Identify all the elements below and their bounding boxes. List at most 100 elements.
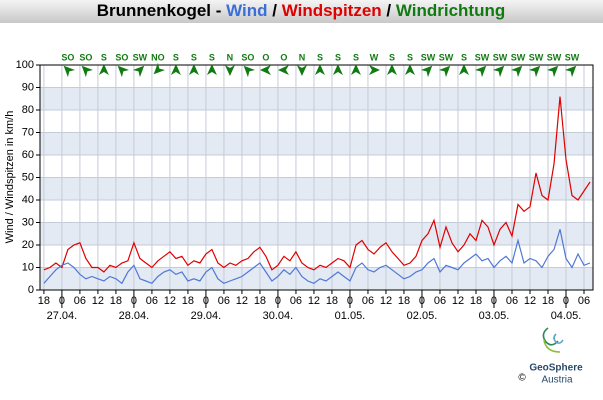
- y-tick-label: 50: [22, 171, 34, 183]
- y-tick-label: 10: [22, 261, 34, 273]
- x-tick-label: 12: [380, 295, 392, 307]
- logo-name: GeoSphere: [529, 363, 583, 374]
- x-tick-label: 06: [74, 295, 86, 307]
- y-tick-label: 30: [22, 216, 34, 228]
- date-label: 01.05.: [335, 310, 366, 322]
- direction-label: W: [370, 52, 379, 62]
- direction-label: S: [407, 52, 413, 62]
- direction-label: SO: [61, 52, 74, 62]
- logo-icon: [542, 327, 559, 346]
- x-tick-label: 12: [524, 295, 536, 307]
- grid-band: [40, 132, 593, 155]
- direction-arrow: [206, 64, 217, 75]
- direction-arrow: [277, 65, 289, 75]
- x-tick-label: 06: [218, 295, 230, 307]
- direction-arrow: [296, 65, 307, 76]
- direction-label: SW: [547, 52, 562, 62]
- logo-icon: [553, 333, 564, 344]
- x-tick-label: 12: [92, 295, 104, 307]
- x-tick-label: 12: [164, 295, 176, 307]
- direction-arrow: [188, 64, 199, 75]
- date-label: 02.05.: [407, 310, 438, 322]
- x-tick-label: 12: [452, 295, 464, 307]
- grid-band: [40, 87, 593, 110]
- direction-arrow: [98, 64, 109, 75]
- title-part: Windrichtung: [396, 1, 505, 20]
- direction-label: S: [191, 52, 197, 62]
- x-tick-label: 06: [434, 295, 446, 307]
- direction-arrow: [386, 64, 397, 75]
- direction-label: SW: [493, 52, 508, 62]
- x-tick-label: 18: [254, 295, 266, 307]
- x-tick-label: 06: [506, 295, 518, 307]
- direction-label: O: [280, 52, 287, 62]
- y-tick-label: 60: [22, 149, 34, 161]
- x-tick-label: 18: [542, 295, 554, 307]
- title-part: Brunnenkogel -: [97, 1, 226, 20]
- x-tick-label: 06: [578, 295, 590, 307]
- date-label: 28.04.: [119, 310, 150, 322]
- direction-label: O: [262, 52, 269, 62]
- direction-arrow: [259, 65, 271, 75]
- direction-label: SW: [511, 52, 526, 62]
- direction-label: SW: [529, 52, 544, 62]
- title-bar: [0, 0, 603, 23]
- y-tick-label: 70: [22, 126, 34, 138]
- date-label: 29.04.: [191, 310, 222, 322]
- direction-label: SO: [241, 52, 254, 62]
- y-tick-label: 90: [22, 81, 34, 93]
- x-tick-label: 18: [470, 295, 482, 307]
- y-tick-label: 0: [28, 284, 34, 296]
- x-tick-label: 12: [308, 295, 320, 307]
- direction-label: S: [173, 52, 179, 62]
- grid-band: [40, 267, 593, 290]
- title-part: /: [382, 1, 396, 20]
- direction-label: SW: [439, 52, 454, 62]
- x-tick-label: 06: [362, 295, 374, 307]
- grid-band: [40, 177, 593, 200]
- direction-arrow: [170, 64, 181, 75]
- title-part: /: [268, 1, 282, 20]
- chart-title: Brunnenkogel - Wind / Windspitzen / Wind…: [97, 1, 505, 20]
- direction-label: S: [101, 52, 107, 62]
- direction-label: SW: [475, 52, 490, 62]
- direction-arrow: [314, 64, 325, 75]
- y-tick-label: 100: [16, 59, 34, 71]
- direction-arrow: [564, 65, 577, 78]
- direction-label: SW: [421, 52, 436, 62]
- plot-frame: [39, 64, 594, 291]
- x-tick-label: 18: [38, 295, 50, 307]
- direction-label: S: [353, 52, 359, 62]
- direction-arrow: [224, 65, 235, 76]
- direction-arrow: [528, 65, 541, 78]
- direction-label: S: [461, 52, 467, 62]
- y-tick-label: 20: [22, 239, 34, 251]
- direction-arrow: [368, 65, 380, 75]
- copyright: ©: [518, 373, 526, 384]
- date-label: 27.04.: [47, 310, 78, 322]
- direction-label: SW: [565, 52, 580, 62]
- direction-label: SO: [79, 52, 92, 62]
- direction-label: SO: [115, 52, 128, 62]
- direction-label: N: [227, 52, 234, 62]
- date-label: 04.05.: [551, 310, 582, 322]
- x-tick-label: 12: [236, 295, 248, 307]
- y-tick-label: 40: [22, 194, 34, 206]
- direction-arrow: [350, 64, 361, 75]
- direction-label: S: [317, 52, 323, 62]
- y-axis-label: Wind / Windspitzen in km/h: [4, 111, 16, 244]
- direction-label: S: [209, 52, 215, 62]
- direction-arrow: [546, 65, 559, 78]
- series-line: [43, 96, 591, 273]
- logo-sub: Austria: [541, 375, 573, 386]
- date-label: 30.04.: [263, 310, 294, 322]
- series-line: [43, 229, 591, 285]
- grid-band: [40, 222, 593, 245]
- x-tick-label: 06: [146, 295, 158, 307]
- title-part: Windspitzen: [282, 1, 382, 20]
- direction-label: N: [299, 52, 306, 62]
- x-tick-label: 06: [290, 295, 302, 307]
- direction-arrow: [332, 64, 343, 75]
- x-tick-label: 18: [326, 295, 338, 307]
